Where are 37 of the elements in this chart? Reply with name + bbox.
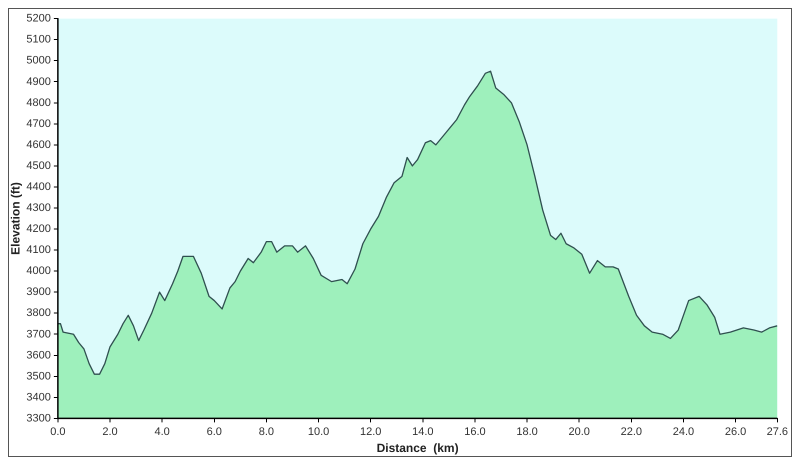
y-tick-label: 5100 — [26, 34, 51, 46]
x-tick-label: 27.6 — [766, 426, 788, 438]
y-tick-label: 4500 — [26, 160, 51, 172]
y-tick-label: 3800 — [26, 307, 51, 320]
x-tick-label: 12.0 — [360, 426, 382, 438]
y-tick-label: 4900 — [26, 76, 51, 88]
x-tick-label: 16.0 — [464, 426, 486, 438]
x-tick-label: 6.0 — [206, 426, 222, 438]
y-tick-label: 3700 — [26, 328, 51, 340]
y-axis-title: Elevation (ft) — [8, 182, 23, 255]
y-tick-label: 4300 — [26, 202, 51, 214]
x-tick-label: 14.0 — [412, 426, 434, 438]
x-tick-label: 4.0 — [154, 426, 170, 438]
x-tick-label: 0.0 — [50, 426, 66, 438]
x-tick-label: 24.0 — [672, 426, 694, 438]
x-tick-label: 8.0 — [258, 426, 274, 438]
y-tick-label: 3400 — [26, 391, 51, 404]
y-tick-label: 4200 — [26, 223, 51, 236]
y-tick-label: 5200 — [26, 12, 51, 25]
y-tick-label: 4000 — [26, 265, 51, 278]
x-tick-label: 26.0 — [724, 426, 746, 438]
y-tick-label: 4700 — [26, 118, 51, 130]
y-tick-label: 4100 — [26, 244, 51, 256]
y-tick-label: 3600 — [26, 349, 51, 362]
x-tick-label: 10.0 — [308, 426, 330, 438]
x-axis-title: Distance (km) — [376, 441, 459, 456]
x-tick-label: 22.0 — [620, 426, 642, 438]
y-tick-label: 3300 — [26, 412, 51, 424]
y-tick-label: 4600 — [26, 138, 51, 151]
x-tick-label: 20.0 — [568, 426, 590, 438]
y-tick-label: 5000 — [26, 54, 51, 67]
y-tick-label: 4800 — [26, 96, 51, 109]
y-tick-label: 3500 — [26, 370, 51, 382]
y-tick-label: 4400 — [26, 180, 51, 193]
x-tick-label: 18.0 — [516, 426, 538, 438]
y-tick-label: 3900 — [26, 286, 51, 298]
x-tick-label: 2.0 — [102, 426, 118, 438]
